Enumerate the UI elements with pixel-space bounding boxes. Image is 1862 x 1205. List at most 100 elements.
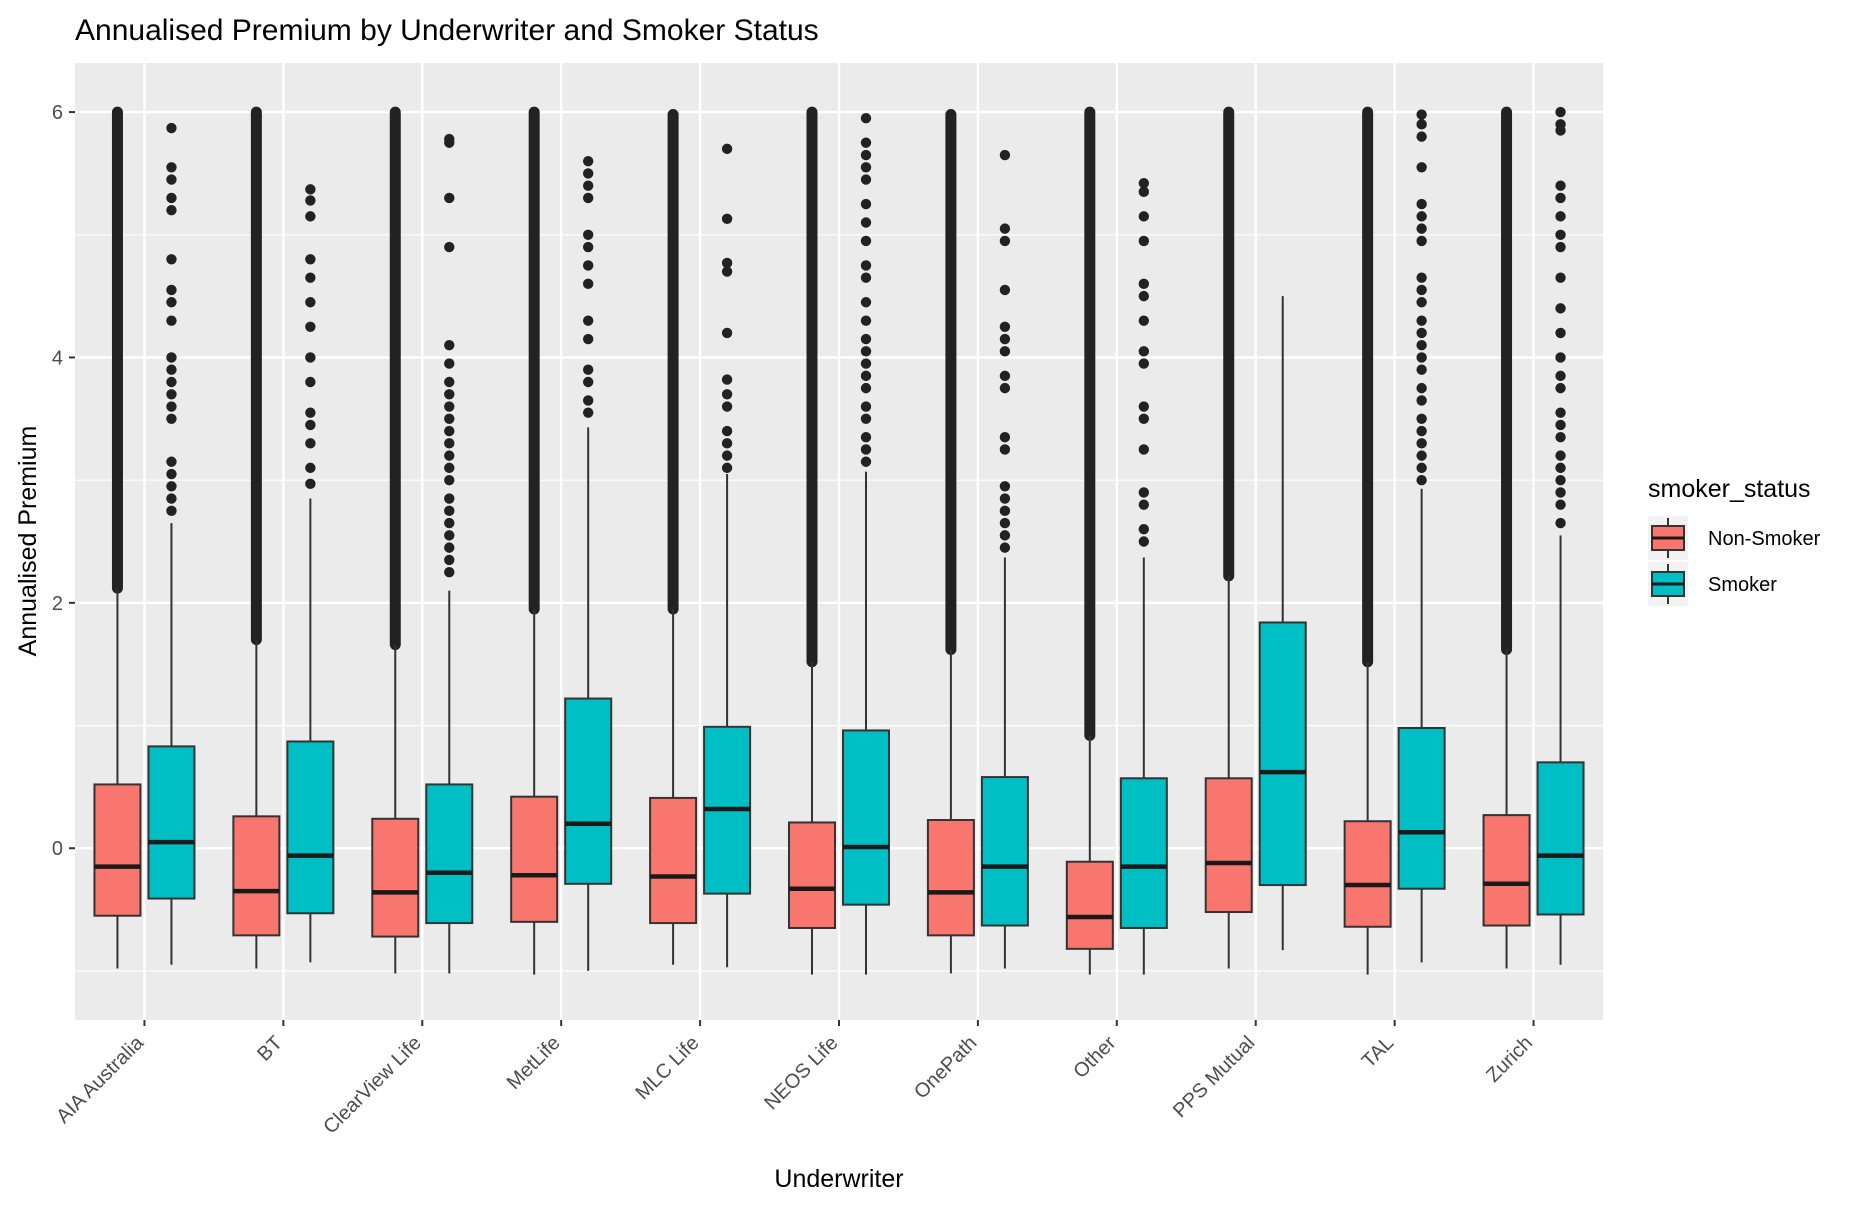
outlier-point — [305, 407, 316, 418]
outlier-point — [999, 542, 1011, 553]
box-non-smoker — [649, 608, 698, 965]
outlier-point — [166, 122, 177, 134]
outlier-point — [305, 254, 316, 265]
box-non-smoker — [93, 588, 142, 969]
x-tick-label: BT — [253, 1032, 287, 1066]
outlier-point — [1416, 339, 1427, 351]
outlier-point — [444, 413, 455, 425]
y-tick-label: 2 — [52, 593, 63, 615]
outlier-point — [999, 284, 1011, 296]
outlier-point — [1416, 438, 1427, 449]
box-non-smoker — [1204, 575, 1253, 969]
box-smoker — [1536, 535, 1585, 965]
outlier-point — [999, 370, 1011, 382]
outlier-point — [166, 493, 177, 504]
box-series — [93, 296, 1585, 975]
outlier-point — [1555, 211, 1566, 222]
outlier-point — [721, 450, 733, 461]
outlier-point — [582, 168, 594, 179]
x-tick-label: TAL — [1358, 1032, 1398, 1072]
legend-label: Smoker — [1708, 574, 1777, 596]
outlier-point — [1555, 432, 1566, 443]
outlier-point — [999, 517, 1011, 529]
outlier-point — [444, 425, 455, 437]
outlier-point — [860, 315, 872, 326]
box-body — [232, 815, 281, 937]
outlier-point — [444, 241, 455, 253]
box-body — [93, 783, 142, 917]
outlier-point — [1138, 444, 1150, 455]
outlier-point — [444, 376, 455, 388]
outlier-point — [582, 155, 594, 167]
outlier-point — [1416, 450, 1427, 461]
outlier-point — [305, 462, 316, 474]
outlier-point — [1416, 131, 1427, 142]
x-tick-label: AIA Australia — [52, 1031, 148, 1127]
outlier-point — [1555, 499, 1566, 510]
outlier-point — [1138, 499, 1150, 510]
outlier-point — [1416, 272, 1427, 283]
box-smoker — [703, 474, 752, 968]
outlier-point — [1416, 315, 1427, 326]
outlier-point — [305, 297, 316, 308]
box-non-smoker — [926, 649, 975, 974]
outlier-point — [166, 505, 177, 517]
outlier-point — [1555, 474, 1566, 486]
box-non-smoker — [1065, 735, 1114, 975]
outlier-point — [1416, 352, 1427, 363]
outlier-point — [444, 462, 455, 474]
outlier-point — [1138, 358, 1150, 369]
outlier-point — [582, 278, 594, 290]
outlier-point — [305, 352, 316, 363]
outlier-point — [999, 346, 1011, 357]
outlier-point — [166, 352, 177, 363]
outlier-point — [166, 376, 177, 388]
outlier-point — [1555, 272, 1566, 283]
outlier-point — [1416, 425, 1427, 437]
outlier-point — [860, 260, 872, 271]
outlier-point — [860, 297, 872, 308]
outlier-point — [444, 474, 455, 486]
y-tick-label: 0 — [52, 838, 63, 860]
outlier-point — [582, 376, 594, 388]
y-tick-label: 4 — [52, 347, 63, 369]
outlier-point — [444, 401, 455, 412]
outlier-point — [860, 333, 872, 345]
box-body — [1536, 761, 1585, 916]
box-body — [842, 729, 890, 906]
outlier-point — [166, 413, 177, 425]
outlier-point — [305, 419, 316, 431]
outlier-point — [444, 192, 455, 204]
outlier-point — [1555, 119, 1566, 130]
outlier-point — [1138, 290, 1150, 302]
outlier-point — [582, 229, 594, 240]
outlier-point — [860, 401, 872, 412]
outlier-point — [860, 456, 872, 467]
box-smoker — [1258, 296, 1307, 951]
outlier-point — [1555, 517, 1566, 529]
outlier-point — [999, 432, 1011, 443]
outlier-point — [860, 162, 872, 173]
outlier-point — [582, 260, 594, 271]
outlier-point — [721, 425, 733, 437]
outlier-point — [1138, 401, 1150, 412]
outlier-point — [582, 395, 594, 406]
outlier-point — [582, 192, 594, 204]
y-axis-ticks: 0 2 4 6 — [52, 102, 75, 860]
outlier-point — [721, 257, 733, 269]
outlier-point — [444, 339, 455, 351]
outlier-point — [1138, 315, 1150, 326]
outlier-point — [582, 364, 594, 375]
box-body — [980, 776, 1029, 927]
outlier-point — [1416, 235, 1427, 247]
outlier-point — [1416, 413, 1427, 425]
box-body — [371, 817, 420, 938]
box-body — [1258, 621, 1307, 887]
box-body — [926, 819, 975, 937]
outlier-point — [444, 389, 455, 400]
x-tick-label: MLC Life — [631, 1032, 703, 1104]
x-axis-title: Underwriter — [774, 1165, 903, 1193]
outlier-point — [860, 370, 872, 382]
outlier-point — [721, 401, 733, 412]
